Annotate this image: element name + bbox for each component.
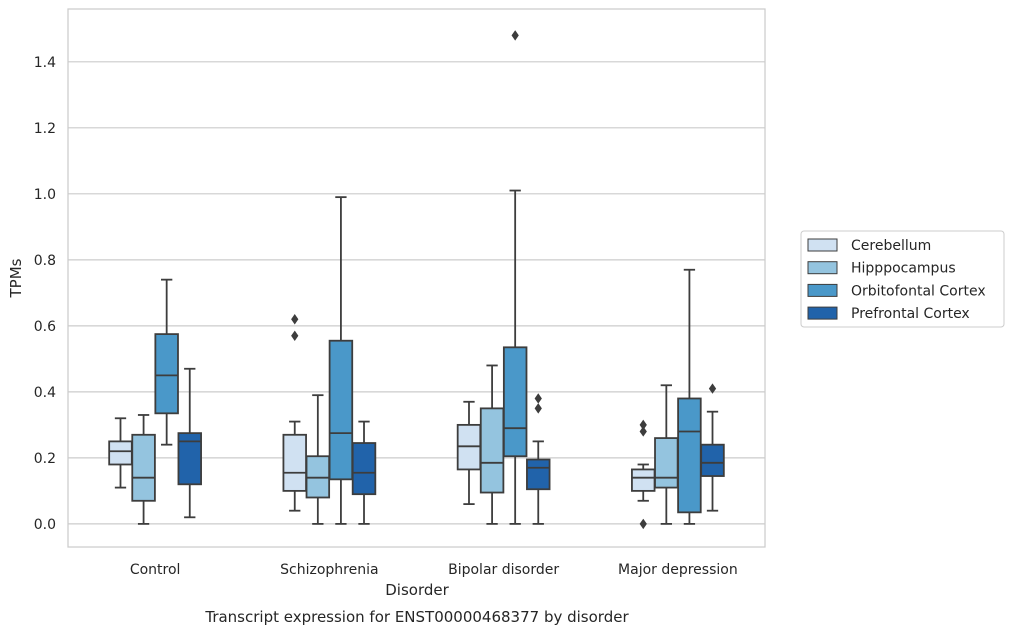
box-group — [700, 383, 725, 512]
box-group — [108, 417, 133, 489]
outlier-point — [708, 383, 717, 394]
outlier-point — [639, 518, 647, 530]
legend-frame — [800, 230, 1005, 328]
box-series — [108, 30, 725, 530]
x-tick-label: Bipolar disorder — [448, 562, 559, 578]
box — [154, 333, 179, 415]
box — [631, 468, 656, 492]
chart-caption: Transcript expression for ENST0000046837… — [204, 608, 629, 626]
box-group — [479, 364, 505, 525]
y-tick-label: 0.8 — [34, 253, 56, 269]
box-group — [631, 419, 656, 530]
outlier-point — [291, 314, 299, 325]
legend-label: Cerebellum — [851, 238, 931, 254]
y-tick-label: 0.6 — [34, 319, 56, 335]
plot-frame — [67, 8, 766, 548]
y-axis-label: TPMs — [7, 258, 25, 298]
outlier-point — [639, 426, 647, 437]
legend: Cerebellum Hipppocampus Orbitofontal Corte… — [800, 230, 1005, 328]
box — [526, 458, 551, 491]
y-tick-label: 1.0 — [34, 187, 56, 203]
y-tick-label: 0.0 — [34, 517, 56, 533]
x-tick-label: Major depression — [618, 562, 738, 578]
x-tick-label: Control — [130, 562, 181, 578]
box-group — [502, 30, 528, 525]
legend-label: Prefrontal Cortex — [851, 306, 970, 322]
x-tick-label: Schizophrenia — [280, 562, 378, 578]
box — [700, 443, 725, 477]
box-group — [154, 278, 179, 446]
box-group — [677, 268, 702, 525]
y-tick-labels: 0.0 0.2 0.4 0.6 0.8 1.0 1.2 1.4 — [34, 55, 56, 533]
x-axis-label: Disorder — [385, 581, 449, 599]
box-group — [351, 420, 377, 525]
legend-swatch — [807, 283, 838, 297]
y-tick-label: 1.2 — [34, 121, 56, 137]
box — [131, 433, 156, 502]
box-group — [305, 394, 331, 525]
box — [108, 440, 133, 466]
outlier-point — [534, 403, 542, 414]
y-tick-label: 0.2 — [34, 451, 56, 467]
box — [502, 346, 528, 458]
outlier-point — [639, 419, 647, 431]
box — [282, 433, 307, 492]
x-tick-labels: Control Schizophrenia Bipolar disorder Majo… — [130, 562, 738, 578]
outlier-point — [511, 30, 519, 41]
legend-swatch — [807, 238, 838, 252]
outlier-point — [291, 330, 299, 341]
box-group — [131, 414, 156, 525]
box — [351, 442, 377, 496]
box-group — [456, 400, 482, 505]
box — [328, 339, 354, 481]
box — [479, 407, 505, 494]
y-tick-label: 1.4 — [34, 55, 56, 71]
box — [677, 397, 702, 514]
box — [177, 432, 202, 486]
legend-swatch — [807, 261, 838, 275]
outlier-point — [534, 393, 542, 404]
box-group — [328, 196, 354, 525]
y-tick-label: 0.4 — [34, 385, 56, 401]
legend-label: Hipppocampus — [851, 261, 956, 277]
box-group — [526, 393, 551, 525]
box-group — [177, 367, 202, 519]
box-group — [654, 384, 679, 525]
legend-label: Orbitofontal Cortex — [851, 283, 986, 299]
box — [654, 437, 679, 489]
box-group — [282, 314, 307, 512]
legend-swatch — [807, 306, 838, 320]
